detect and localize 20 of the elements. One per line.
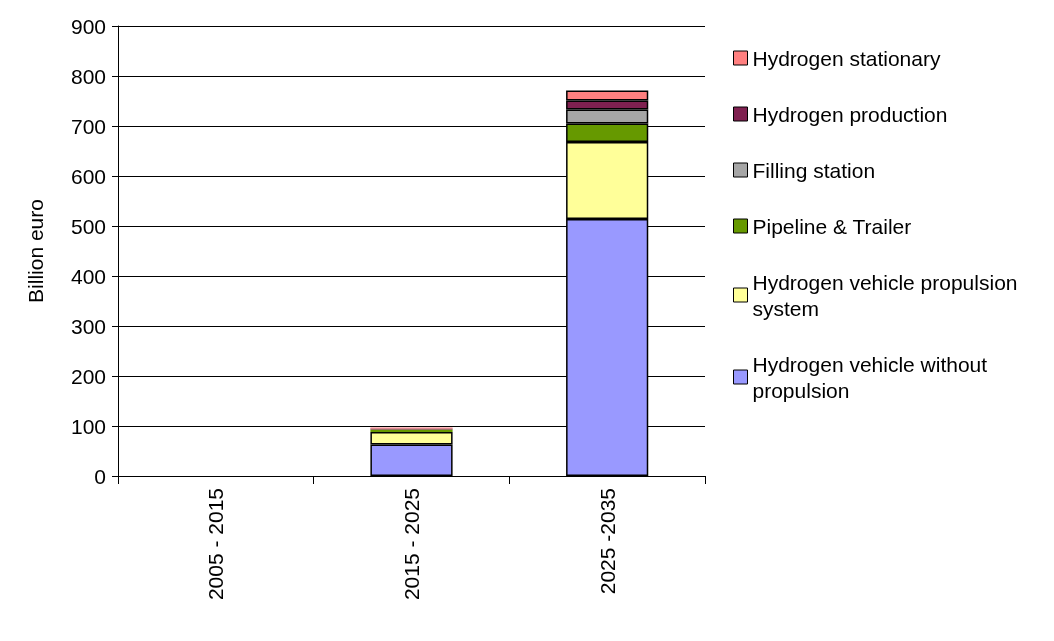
y-tick-label: 300 bbox=[70, 314, 106, 338]
legend-label: Hydrogen production bbox=[752, 102, 948, 126]
legend-label: Filling station bbox=[752, 158, 876, 182]
y-tick-label: 700 bbox=[70, 114, 106, 138]
x-tick-label: 2005 - 2015 bbox=[204, 488, 228, 601]
x-tick-label: 2025 -2035 bbox=[595, 488, 619, 595]
y-tick-label: 100 bbox=[70, 414, 106, 438]
y-tick-label: 600 bbox=[70, 164, 106, 188]
legend-label: Hydrogen vehicle without propulsion bbox=[752, 352, 993, 402]
y-tick-label: 500 bbox=[70, 214, 106, 238]
y-tick-label: 400 bbox=[70, 264, 106, 288]
x-tick-label: 2015 - 2025 bbox=[400, 488, 423, 601]
y-tick-label: 0 bbox=[94, 464, 106, 488]
legend-label: Hydrogen stationary bbox=[752, 46, 941, 70]
legend-label: Pipeline & Trailer bbox=[752, 214, 912, 238]
legend-label: Hydrogen vehicle propulsion system bbox=[752, 270, 1024, 320]
y-axis-title: Billion euro bbox=[24, 199, 47, 303]
y-tick-label: 200 bbox=[70, 364, 106, 388]
y-tick-label: 800 bbox=[70, 64, 106, 88]
y-tick-label: 900 bbox=[70, 14, 106, 38]
